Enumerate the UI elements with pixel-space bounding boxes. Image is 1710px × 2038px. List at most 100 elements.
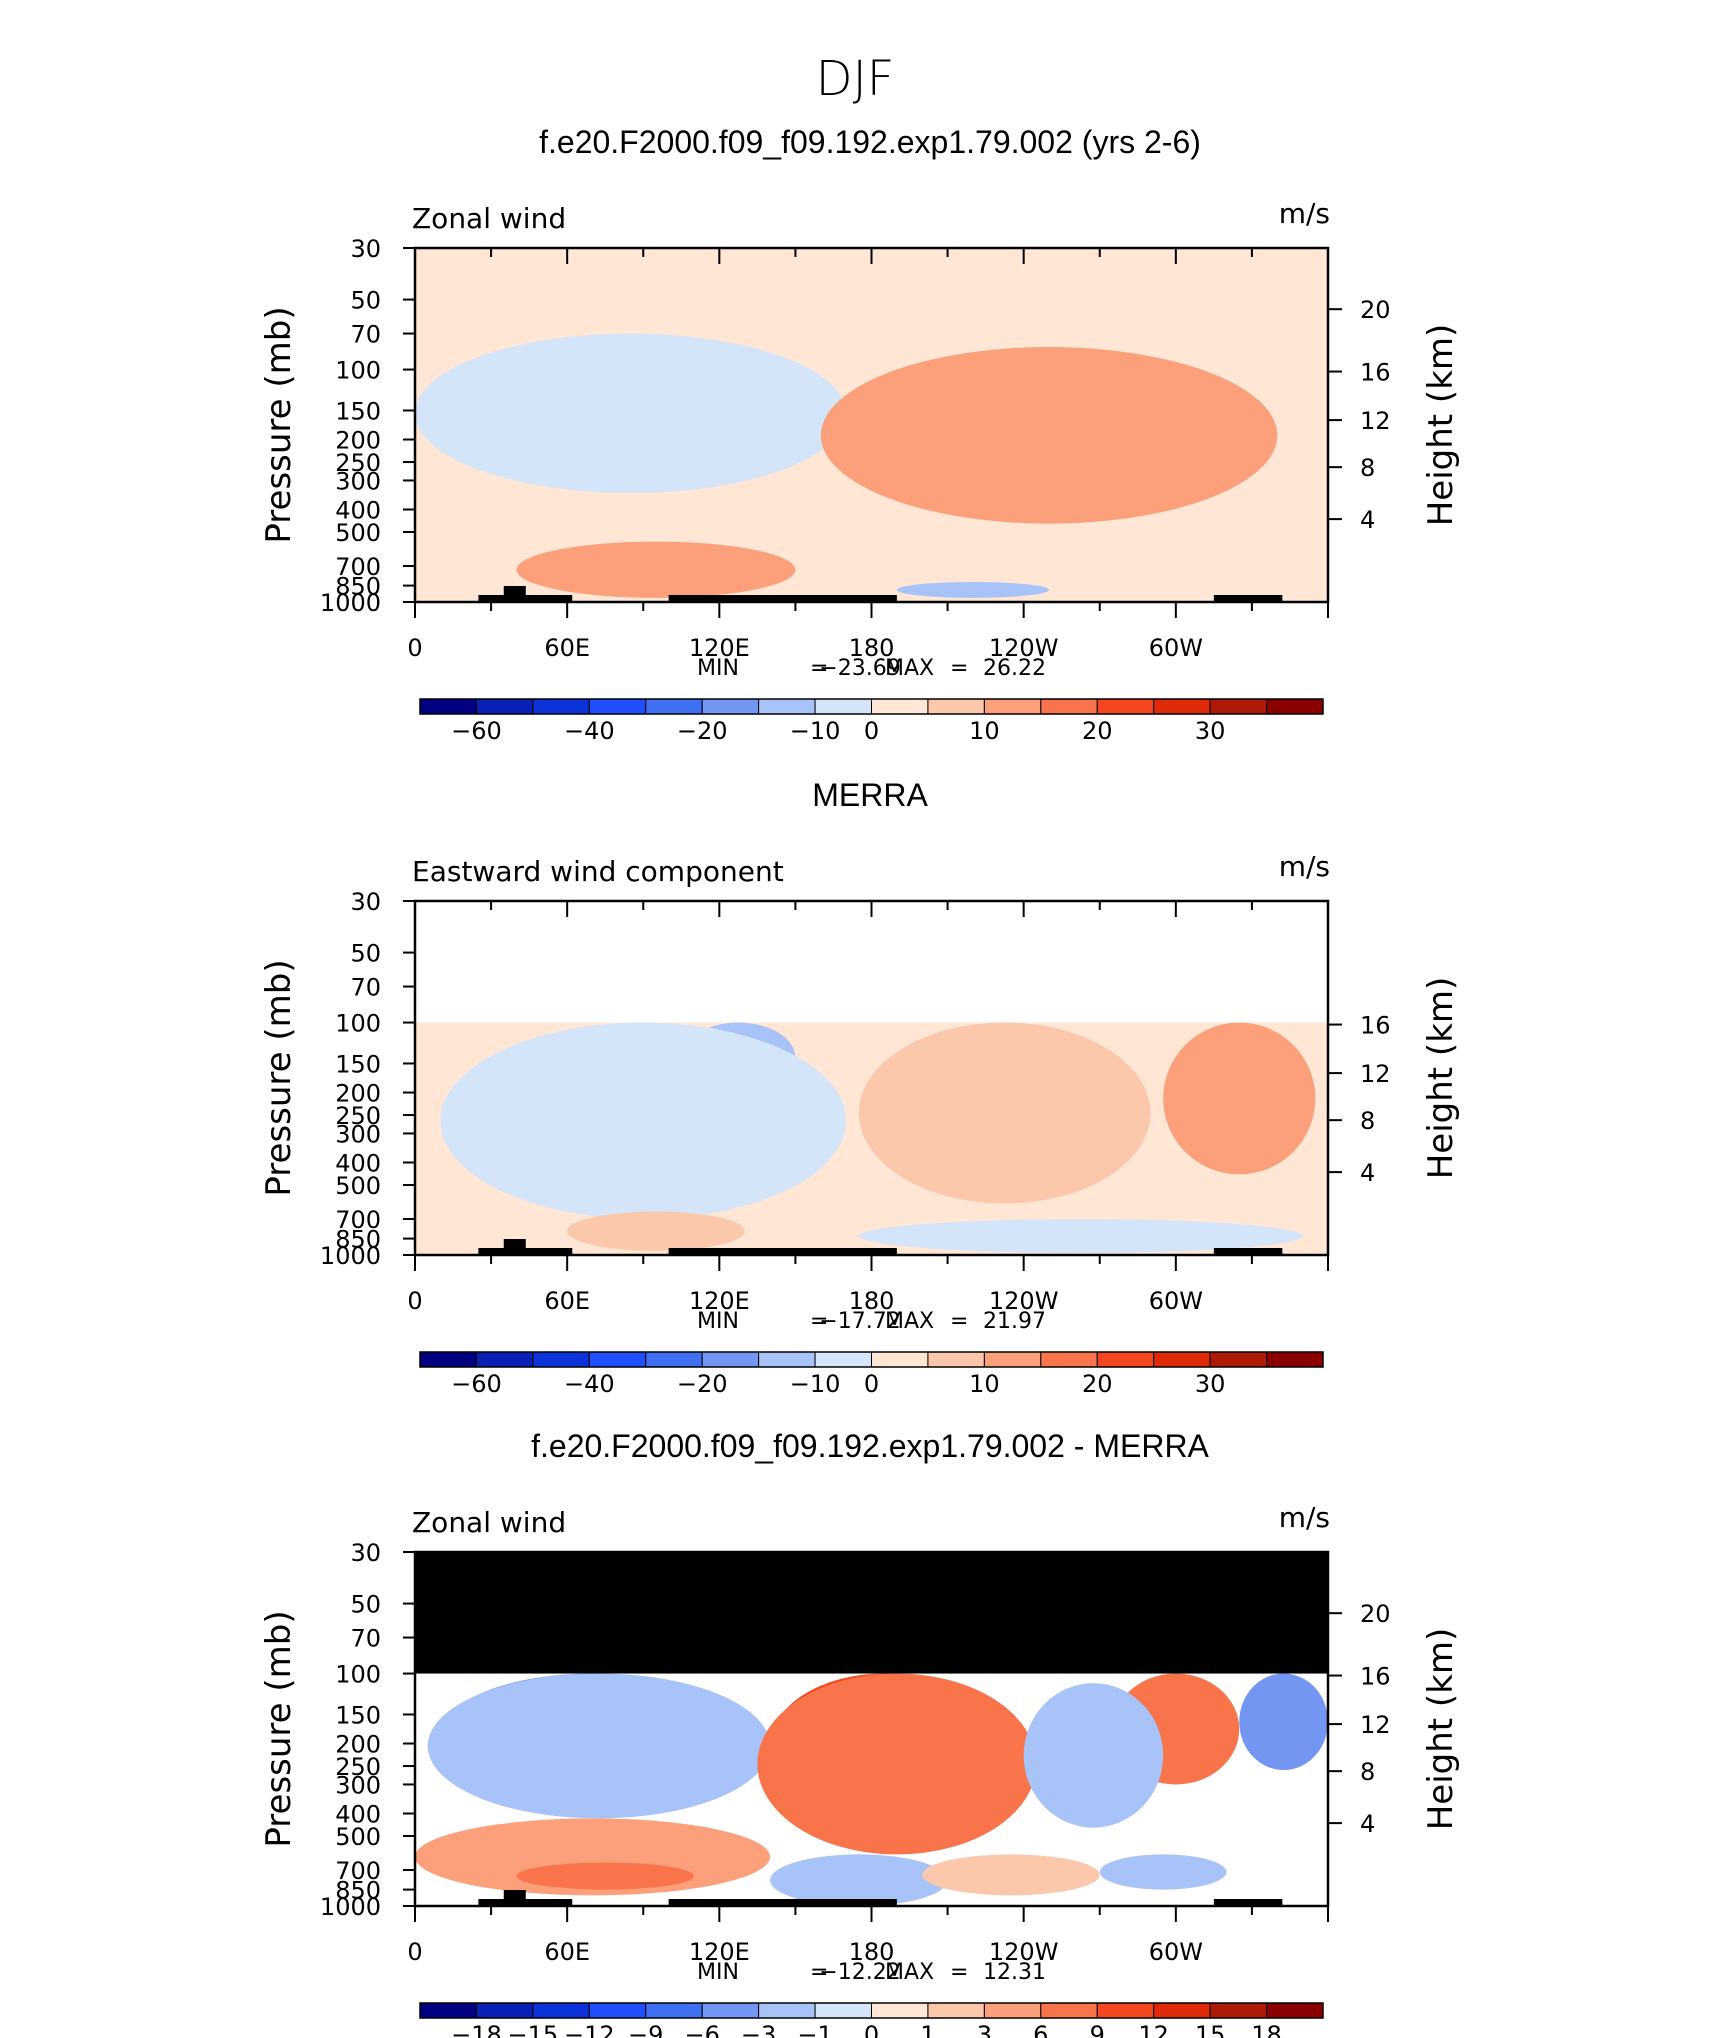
- contour-region: [415, 333, 847, 494]
- x-tick-label: 120E: [689, 634, 750, 662]
- y-tick-label: 300: [335, 467, 381, 495]
- contour-region: [1239, 1673, 1328, 1771]
- colorbar-label: 1: [920, 2021, 935, 2038]
- x-tick-label: 120E: [689, 1938, 750, 1966]
- y-tick-label: 850: [335, 1226, 381, 1254]
- contour-region: [440, 1022, 847, 1219]
- topography: [1213, 1248, 1283, 1255]
- topography: [503, 586, 526, 602]
- colorbar-label: 15: [1195, 2021, 1226, 2038]
- colorbar-label: −6: [684, 2021, 719, 2038]
- colorbar-label: −9: [628, 2021, 663, 2038]
- y-tick-label: 30: [350, 1539, 381, 1567]
- colorbar-swatch: [1153, 698, 1211, 715]
- colorbar-label: 30: [1195, 717, 1226, 745]
- y-tick-label: 70: [350, 1625, 381, 1653]
- colorbar-swatch: [532, 698, 590, 715]
- y-tick-label: 250: [335, 1753, 381, 1781]
- colorbar-swatch: [1040, 698, 1098, 715]
- y-tick-label: 150: [335, 397, 381, 425]
- panel-1: f.e20.F2000.f09_f09.192.exp1.79.002 (yrs…: [259, 124, 1461, 745]
- colorbar: −60 −40 −20 −10 0 10 20 30: [419, 698, 1324, 745]
- topography: [668, 1899, 897, 1906]
- colorbar-label: −3: [741, 2021, 776, 2038]
- colorbar-label: 10: [969, 1370, 1000, 1398]
- colorbar-swatch: [419, 1351, 477, 1368]
- colorbar-swatch: [1266, 1351, 1324, 1368]
- contour-region: [896, 581, 1050, 598]
- colorbar-swatch: [1266, 698, 1324, 715]
- x-tick-label: 120W: [989, 634, 1059, 662]
- x-tick-label: 120E: [689, 1287, 750, 1315]
- y-tick-label: 300: [335, 1120, 381, 1148]
- colorbar-swatch: [983, 2002, 1042, 2019]
- colorbar-swatch: [814, 1351, 872, 1368]
- y-tick-label: 150: [335, 1050, 381, 1078]
- min-stat: MIN: [697, 1309, 739, 1334]
- max-stat: 26.22: [983, 656, 1046, 681]
- y2-axis-label: Height (km): [1421, 324, 1461, 527]
- y2-tick-label: 4: [1360, 1159, 1375, 1187]
- colorbar-label: 3: [977, 2021, 992, 2038]
- x-tick-label: 60W: [1149, 1287, 1203, 1315]
- y-tick-label: 70: [350, 321, 381, 349]
- y-tick-label: 500: [335, 1172, 381, 1200]
- min-stat: MIN: [697, 656, 739, 681]
- y-tick-label: 250: [335, 1102, 381, 1130]
- contour-region: [1099, 1854, 1227, 1890]
- min-stat: MIN: [697, 1960, 739, 1985]
- colorbar-label: −15: [508, 2021, 559, 2038]
- variable-label: Zonal wind: [412, 1506, 566, 1539]
- colorbar-swatch: [927, 2002, 985, 2019]
- colorbar-label: −20: [677, 1370, 728, 1398]
- x-tick-label: 180: [849, 1938, 895, 1966]
- page-title: DJF: [816, 51, 895, 107]
- max-stat: 12.31: [983, 1960, 1046, 1985]
- topography: [1213, 595, 1283, 602]
- colorbar-label: 30: [1195, 1370, 1226, 1398]
- colorbar-swatch: [419, 698, 477, 715]
- variable-label: Zonal wind: [412, 202, 566, 235]
- colorbar-label: −10: [790, 717, 841, 745]
- y-tick-label: 50: [350, 940, 381, 968]
- colorbar-swatch: [475, 1351, 534, 1368]
- colorbar-swatch: [701, 698, 760, 715]
- y-tick-label: 850: [335, 1877, 381, 1905]
- colorbar-label: 20: [1082, 1370, 1113, 1398]
- y-tick-label: 700: [335, 1206, 381, 1234]
- contour-region: [567, 1211, 745, 1251]
- colorbar-swatch: [701, 1351, 760, 1368]
- y-tick-label: 100: [335, 1661, 381, 1689]
- colorbar-swatch: [475, 698, 534, 715]
- colorbar-frame: [419, 698, 1324, 715]
- y-tick-label: 200: [335, 427, 381, 455]
- contour-region: [770, 1854, 948, 1906]
- contour-field: [415, 1552, 1328, 1906]
- x-tick-label: 0: [407, 1287, 422, 1315]
- y2-tick-label: 12: [1360, 1060, 1391, 1088]
- y2-axis-label: Height (km): [1421, 977, 1461, 1180]
- topography: [503, 1239, 526, 1255]
- colorbar-swatch: [588, 1351, 647, 1368]
- y2-tick-label: 16: [1360, 1663, 1391, 1691]
- colorbar-swatch: [871, 2002, 929, 2019]
- colorbar-swatch: [645, 698, 703, 715]
- topography: [1213, 1899, 1283, 1906]
- x-tick-label: 180: [849, 634, 895, 662]
- y-tick-label: 700: [335, 1857, 381, 1885]
- colorbar-label: −40: [564, 717, 615, 745]
- colorbar-swatch: [927, 698, 985, 715]
- y-tick-label: 300: [335, 1771, 381, 1799]
- units-label: m/s: [1279, 197, 1330, 230]
- colorbar-swatch: [1096, 2002, 1155, 2019]
- colorbar-frame: [419, 2002, 1324, 2019]
- colorbar-swatch: [588, 2002, 647, 2019]
- colorbar-swatch: [1153, 2002, 1211, 2019]
- contour-region: [820, 347, 1278, 524]
- y2-tick-label: 4: [1360, 506, 1375, 534]
- contour-field: [415, 901, 1328, 1255]
- y-tick-label: 400: [335, 496, 381, 524]
- x-tick-label: 60E: [544, 1287, 590, 1315]
- y-tick-label: 30: [350, 235, 381, 263]
- x-tick-label: 60W: [1149, 634, 1203, 662]
